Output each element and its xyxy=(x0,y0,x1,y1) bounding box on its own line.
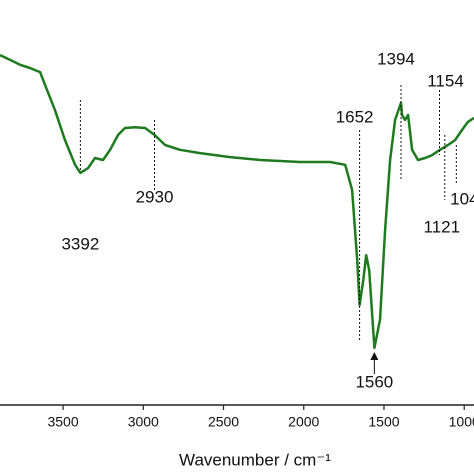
x-axis-label: Wavenumber / cm⁻¹ xyxy=(179,450,331,469)
x-tick-label: 2500 xyxy=(208,414,239,430)
x-tick-label: 3500 xyxy=(47,414,78,430)
annotation-label: 1394 xyxy=(377,49,415,68)
x-tick-label: 1000 xyxy=(449,414,474,430)
annotation-label: 104 xyxy=(450,189,474,208)
annotation-label: 2930 xyxy=(136,187,174,206)
annotation-label: 1154 xyxy=(427,71,464,90)
annotation-label: 3392 xyxy=(61,234,99,253)
annotation-label: 1121 xyxy=(424,217,461,236)
x-tick-label: 3000 xyxy=(128,414,159,430)
annotation-label: 1652 xyxy=(336,107,374,126)
spectrum-line xyxy=(0,53,474,350)
x-tick-label: 2000 xyxy=(288,414,319,430)
annotation-label: 1560 xyxy=(355,372,393,391)
arrow-head xyxy=(370,352,379,360)
x-tick-label: 1500 xyxy=(368,414,399,430)
